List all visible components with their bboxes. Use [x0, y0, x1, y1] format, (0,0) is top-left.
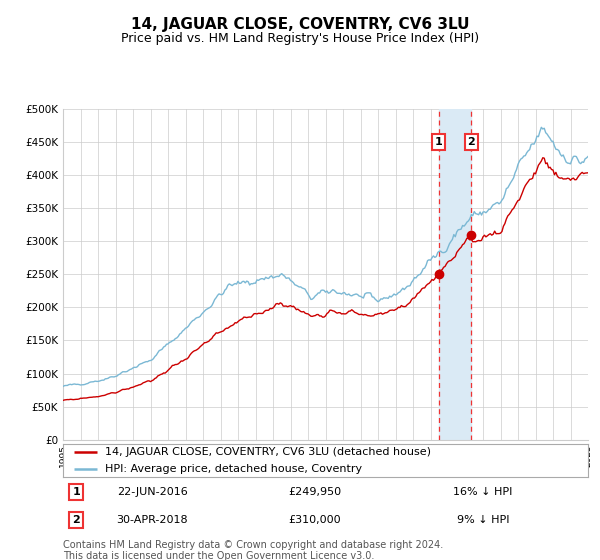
Text: 22-JUN-2016: 22-JUN-2016 — [117, 487, 188, 497]
Text: 14, JAGUAR CLOSE, COVENTRY, CV6 3LU: 14, JAGUAR CLOSE, COVENTRY, CV6 3LU — [131, 17, 469, 32]
Text: 2: 2 — [72, 515, 80, 525]
Text: Contains HM Land Registry data © Crown copyright and database right 2024.
This d: Contains HM Land Registry data © Crown c… — [63, 540, 443, 560]
Text: Price paid vs. HM Land Registry's House Price Index (HPI): Price paid vs. HM Land Registry's House … — [121, 32, 479, 45]
Text: £249,950: £249,950 — [289, 487, 341, 497]
Text: 16% ↓ HPI: 16% ↓ HPI — [454, 487, 512, 497]
Text: 1: 1 — [435, 137, 443, 147]
Text: 9% ↓ HPI: 9% ↓ HPI — [457, 515, 509, 525]
Bar — [439, 109, 471, 440]
Text: HPI: Average price, detached house, Coventry: HPI: Average price, detached house, Cove… — [105, 464, 362, 474]
Text: 30-APR-2018: 30-APR-2018 — [116, 515, 188, 525]
Text: £310,000: £310,000 — [289, 515, 341, 525]
Text: 2: 2 — [467, 137, 475, 147]
Text: 1: 1 — [72, 487, 80, 497]
Text: 14, JAGUAR CLOSE, COVENTRY, CV6 3LU (detached house): 14, JAGUAR CLOSE, COVENTRY, CV6 3LU (det… — [105, 447, 431, 457]
